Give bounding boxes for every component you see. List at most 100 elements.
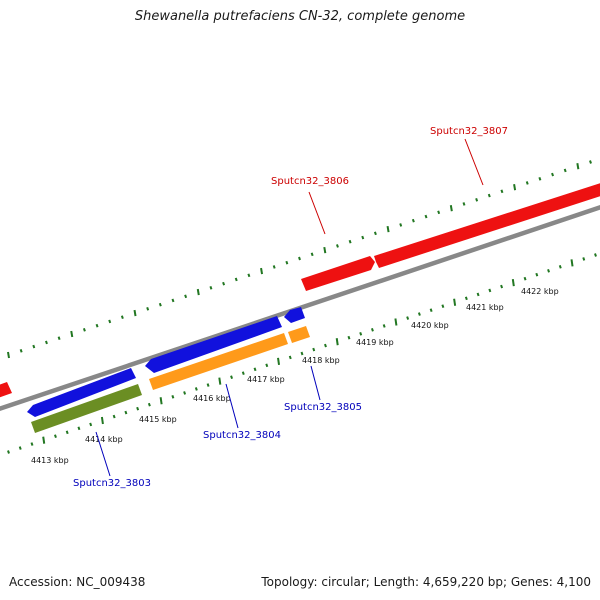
inner-tick xyxy=(594,253,597,257)
outer-tick xyxy=(158,302,162,307)
outer-tick xyxy=(386,225,390,233)
kbp-tick-labels: 4413 kbp 4414 kbp 4415 kbp 4416 kbp 4417 kbp… xyxy=(31,287,559,465)
inner-tick xyxy=(464,296,468,301)
inner-tick xyxy=(7,450,10,454)
inner-tick xyxy=(347,335,351,340)
outer-tick xyxy=(589,160,592,164)
orange-features xyxy=(149,326,310,390)
kbp-tick-label: 4419 kbp xyxy=(356,338,394,347)
inner-tick xyxy=(476,292,480,297)
inner-tick xyxy=(441,304,445,309)
inner-tick xyxy=(100,416,104,425)
inner-tick xyxy=(230,375,234,379)
gene-label-sputcn32-3807[interactable]: Sputcn32_3807 xyxy=(430,126,508,137)
outer-tick xyxy=(285,260,289,265)
green-features xyxy=(31,384,142,433)
inner-tick xyxy=(370,328,374,332)
green-feature-sputcn32-3803[interactable] xyxy=(31,384,142,433)
inner-tick xyxy=(54,434,57,439)
orange-feature-sputcn32-3805[interactable] xyxy=(288,326,310,343)
inner-tick xyxy=(335,338,339,346)
outer-tick xyxy=(298,256,301,261)
outer-tick xyxy=(525,181,529,185)
outer-tick xyxy=(108,319,112,324)
inner-tick xyxy=(206,383,210,387)
outer-tick xyxy=(120,315,124,320)
inner-tick xyxy=(394,318,398,326)
outer-tick xyxy=(171,298,175,303)
inner-tick xyxy=(511,278,515,287)
inner-tick xyxy=(453,298,457,306)
outer-tick xyxy=(449,204,453,212)
inner-tick-ring xyxy=(7,253,597,454)
gene-label-sputcn32-3806[interactable]: Sputcn32_3806 xyxy=(271,176,349,187)
inner-tick xyxy=(288,355,292,360)
orange-feature-sputcn32-3804[interactable] xyxy=(149,333,288,390)
gene-arrow-sputcn32-3807[interactable] xyxy=(374,180,600,268)
gene-label-sputcn32-3805[interactable]: Sputcn32_3805 xyxy=(284,402,362,413)
outer-tick xyxy=(437,210,441,215)
inner-tick xyxy=(312,347,316,352)
gene-arrow-sputcn32-3804-upper[interactable] xyxy=(145,316,282,373)
outer-tick xyxy=(538,176,542,181)
inner-tick xyxy=(277,357,281,366)
outer-tick xyxy=(475,197,479,202)
inner-tick xyxy=(65,430,69,435)
outer-tick xyxy=(146,307,150,311)
inner-tick xyxy=(535,272,539,277)
leader-line-sputcn32-3803 xyxy=(95,431,111,477)
gene-label-sputcn32-3804[interactable]: Sputcn32_3804 xyxy=(203,430,281,441)
inner-tick xyxy=(77,426,81,431)
inner-tick xyxy=(359,331,363,336)
outer-tick xyxy=(348,239,352,244)
inner-tick xyxy=(488,288,492,293)
outer-tick xyxy=(45,340,48,345)
outer-tick xyxy=(272,265,276,269)
inner-tick xyxy=(253,367,257,372)
inner-tick xyxy=(582,257,586,261)
inner-tick xyxy=(194,387,198,391)
leader-line-sputcn32-3804 xyxy=(225,383,239,429)
inner-tick xyxy=(112,414,116,419)
inner-tick xyxy=(241,371,245,376)
inner-tick xyxy=(265,363,269,368)
gene-label-leaders xyxy=(95,138,484,477)
inner-tick xyxy=(570,259,574,267)
gene-arrow-sputcn32-3806[interactable] xyxy=(301,256,375,291)
outer-tick xyxy=(323,246,327,254)
inner-tick xyxy=(324,343,327,348)
kbp-tick-label: 4418 kbp xyxy=(302,356,340,365)
gene-labels: Sputcn32_3806 Sputcn32_3807 Sputcn32_380… xyxy=(73,126,508,489)
outer-tick xyxy=(234,277,238,282)
outer-tick xyxy=(7,351,10,359)
outer-tick xyxy=(260,267,264,275)
outer-tick xyxy=(310,252,314,257)
inner-tick xyxy=(547,268,550,273)
outer-tick xyxy=(222,281,226,286)
accession-text: Accession: NC_009438 xyxy=(9,575,146,589)
inner-tick xyxy=(124,410,128,415)
inner-tick xyxy=(89,422,93,427)
outer-tick xyxy=(373,231,377,236)
forward-strand-features xyxy=(0,180,600,399)
gene-arrow-sputcn32-3805-upper[interactable] xyxy=(284,307,305,323)
outer-tick xyxy=(82,328,86,332)
reverse-strand-features xyxy=(27,307,305,417)
outer-tick xyxy=(209,286,213,290)
gene-arrow-left-edge[interactable] xyxy=(0,382,12,399)
leader-line-sputcn32-3807 xyxy=(464,138,484,186)
genome-stats-text: Topology: circular; Length: 4,659,220 bp… xyxy=(261,575,591,589)
gene-label-sputcn32-3803[interactable]: Sputcn32_3803 xyxy=(73,478,151,489)
outer-tick xyxy=(336,244,339,248)
kbp-tick-label: 4414 kbp xyxy=(85,435,123,444)
gene-arrow-sputcn32-3803-upper[interactable] xyxy=(27,368,136,417)
inner-tick xyxy=(558,265,562,269)
kbp-tick-label: 4420 kbp xyxy=(411,321,449,330)
outer-tick xyxy=(513,184,517,191)
inner-tick xyxy=(300,351,304,356)
outer-tick xyxy=(462,202,466,206)
inner-tick xyxy=(136,406,140,411)
inner-tick xyxy=(171,395,175,399)
kbp-tick-label: 4421 kbp xyxy=(466,303,504,312)
